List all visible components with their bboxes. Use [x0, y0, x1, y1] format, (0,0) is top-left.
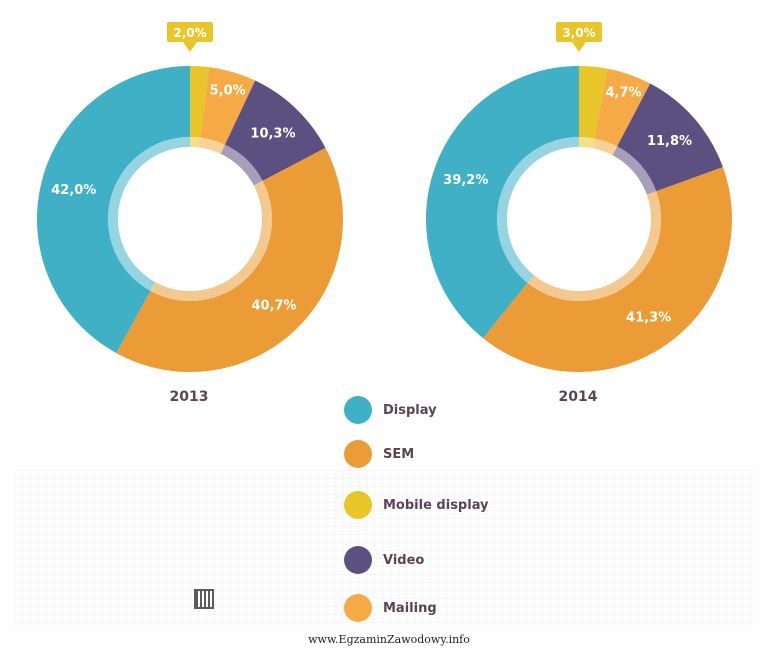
slice-display-2014 — [426, 66, 579, 339]
chart-title-2013: 2013 — [169, 389, 209, 405]
callout-pointer-2013 — [183, 42, 197, 52]
data-label-mobile-display-2014: 3,0% — [562, 26, 595, 40]
legend-item-mobile-display: Mobile display — [344, 491, 489, 519]
inner-band-mobile-display-2013 — [190, 137, 201, 148]
chart-title-2014: 2014 — [558, 389, 598, 405]
donut-hole-2014 — [507, 147, 651, 291]
data-label-mobile-display-2013: 2,0% — [173, 26, 206, 40]
slice-video-2014 — [617, 83, 723, 192]
legend-label-display: Display — [383, 402, 437, 418]
data-label-video-2013: 10,3% — [250, 126, 295, 141]
legend-item-mailing: Mailing — [344, 594, 437, 622]
data-label-mailing-2013: 5,0% — [210, 83, 246, 98]
inner-band-display-2013 — [108, 137, 190, 291]
inner-band-sem-2014 — [527, 191, 661, 301]
data-label-display-2013: 42,0% — [51, 183, 96, 198]
donut-hole-2013 — [118, 147, 262, 291]
slice-sem-2014 — [482, 167, 732, 372]
data-label-video-2014: 11,8% — [647, 134, 692, 149]
inner-band-sem-2013 — [150, 180, 272, 301]
legend-label-mailing: Mailing — [383, 600, 437, 616]
inner-band-mailing-2013 — [199, 137, 225, 154]
legend-swatch-mobile-display — [344, 491, 372, 519]
legend-label-video: Video — [383, 552, 425, 568]
legend-label-mobile-display: Mobile display — [383, 497, 489, 513]
donut-2013: 2,0% 5,0% 10,3% 40,7% 42,0% — [36, 22, 343, 372]
qr-code-icon — [194, 589, 214, 609]
legend-swatch-mailing — [344, 594, 372, 622]
callout-box-2014 — [556, 22, 602, 42]
slice-mobile-display-2013 — [190, 66, 210, 138]
slice-video-2013 — [224, 80, 326, 181]
callout-box-2013 — [167, 22, 213, 42]
legend-swatch-video — [344, 546, 372, 574]
legend-swatch-sem — [344, 440, 372, 468]
inner-band-display-2014 — [496, 137, 579, 283]
legend-item-video: Video — [344, 546, 424, 574]
slice-mailing-2014 — [594, 68, 651, 147]
legend: Display SEM Mobile display Video Mailing — [344, 395, 544, 625]
donut-2014: 3,0% 4,7% 11,8% 41,3% 39,2% — [426, 22, 732, 372]
slice-sem-2013 — [116, 147, 343, 372]
data-label-mailing-2014: 4,7% — [605, 86, 641, 101]
data-label-display-2014: 39,2% — [443, 173, 488, 188]
footer-url: www.EgzaminZawodowy.info — [308, 633, 470, 646]
callout-pointer-2014 — [572, 42, 586, 52]
inner-band-mobile-display-2014 — [579, 137, 595, 149]
slice-mobile-display-2014 — [579, 66, 608, 139]
background-grid — [14, 470, 756, 628]
legend-swatch-display — [344, 396, 372, 424]
data-label-sem-2013: 40,7% — [251, 299, 296, 314]
inner-band-mailing-2014 — [592, 138, 618, 156]
slice-mailing-2013 — [200, 67, 256, 145]
inner-band-video-2013 — [220, 144, 263, 186]
legend-label-sem: SEM — [383, 446, 415, 462]
data-label-sem-2014: 41,3% — [626, 311, 671, 326]
legend-item-display: Display — [344, 396, 437, 424]
legend-item-sem: SEM — [344, 440, 414, 468]
slice-display-2013 — [36, 65, 190, 354]
inner-band-video-2014 — [612, 146, 657, 195]
